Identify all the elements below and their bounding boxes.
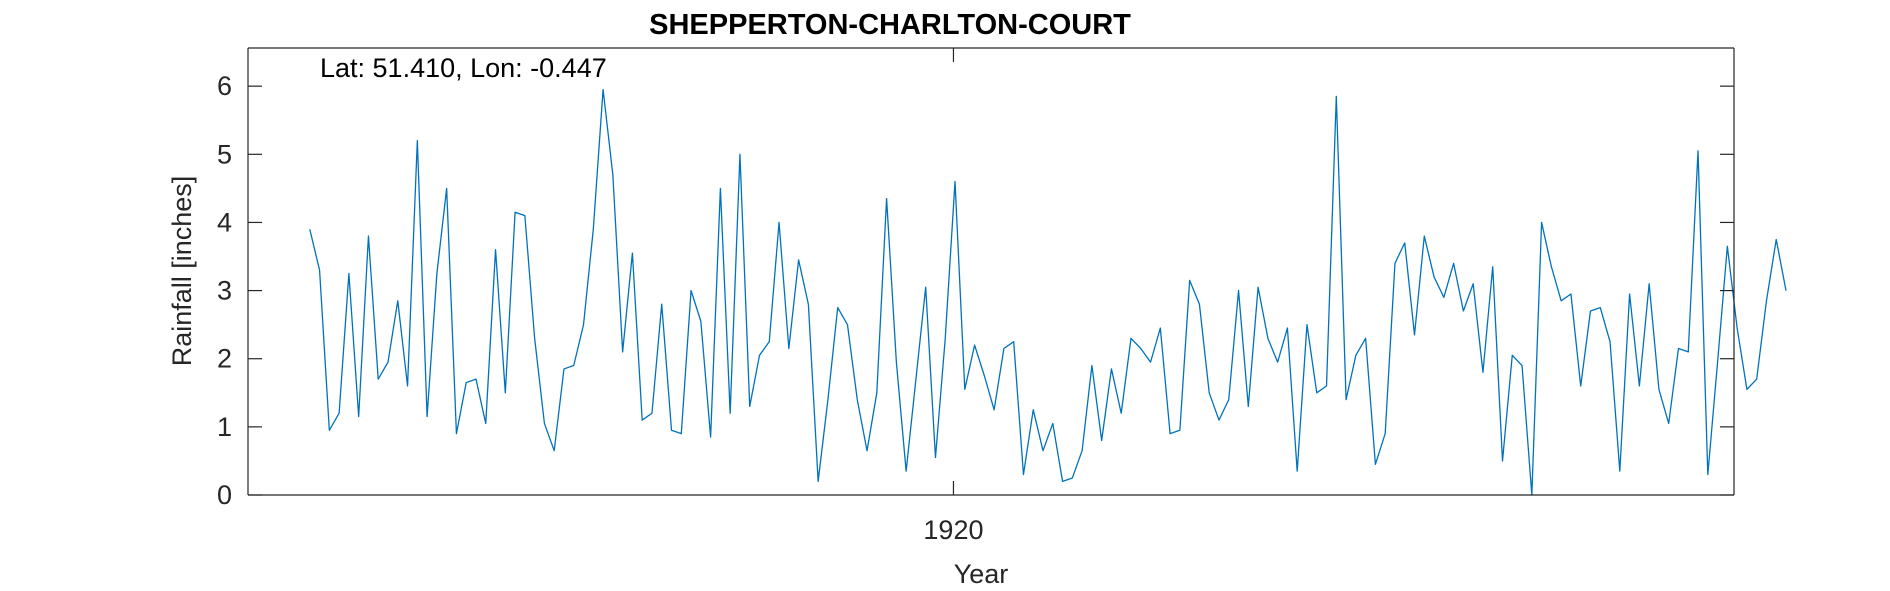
y-tick-label: 5 bbox=[217, 139, 232, 169]
x-tick-label: 1920 bbox=[923, 515, 983, 545]
y-tick-label: 0 bbox=[217, 480, 232, 510]
chart-title: SHEPPERTON-CHARLTON-COURT bbox=[649, 9, 1131, 41]
y-axis-label: Rainfall [inches] bbox=[167, 176, 197, 367]
x-axis-ticks: 1920 bbox=[923, 48, 983, 545]
location-annotation: Lat: 51.410, Lon: -0.447 bbox=[320, 53, 607, 83]
y-tick-label: 4 bbox=[217, 207, 232, 237]
rainfall-series-line bbox=[309, 88, 1787, 496]
plot-area bbox=[248, 48, 1734, 495]
series-layer bbox=[309, 88, 1787, 496]
y-axis-ticks: 0 1 2 3 4 5 6 bbox=[217, 71, 1734, 510]
y-tick-label: 2 bbox=[217, 344, 232, 374]
y-tick-label: 1 bbox=[217, 412, 232, 442]
y-tick-label: 3 bbox=[217, 276, 232, 306]
y-tick-label: 6 bbox=[217, 71, 232, 101]
x-axis-label: Year bbox=[954, 559, 1009, 589]
